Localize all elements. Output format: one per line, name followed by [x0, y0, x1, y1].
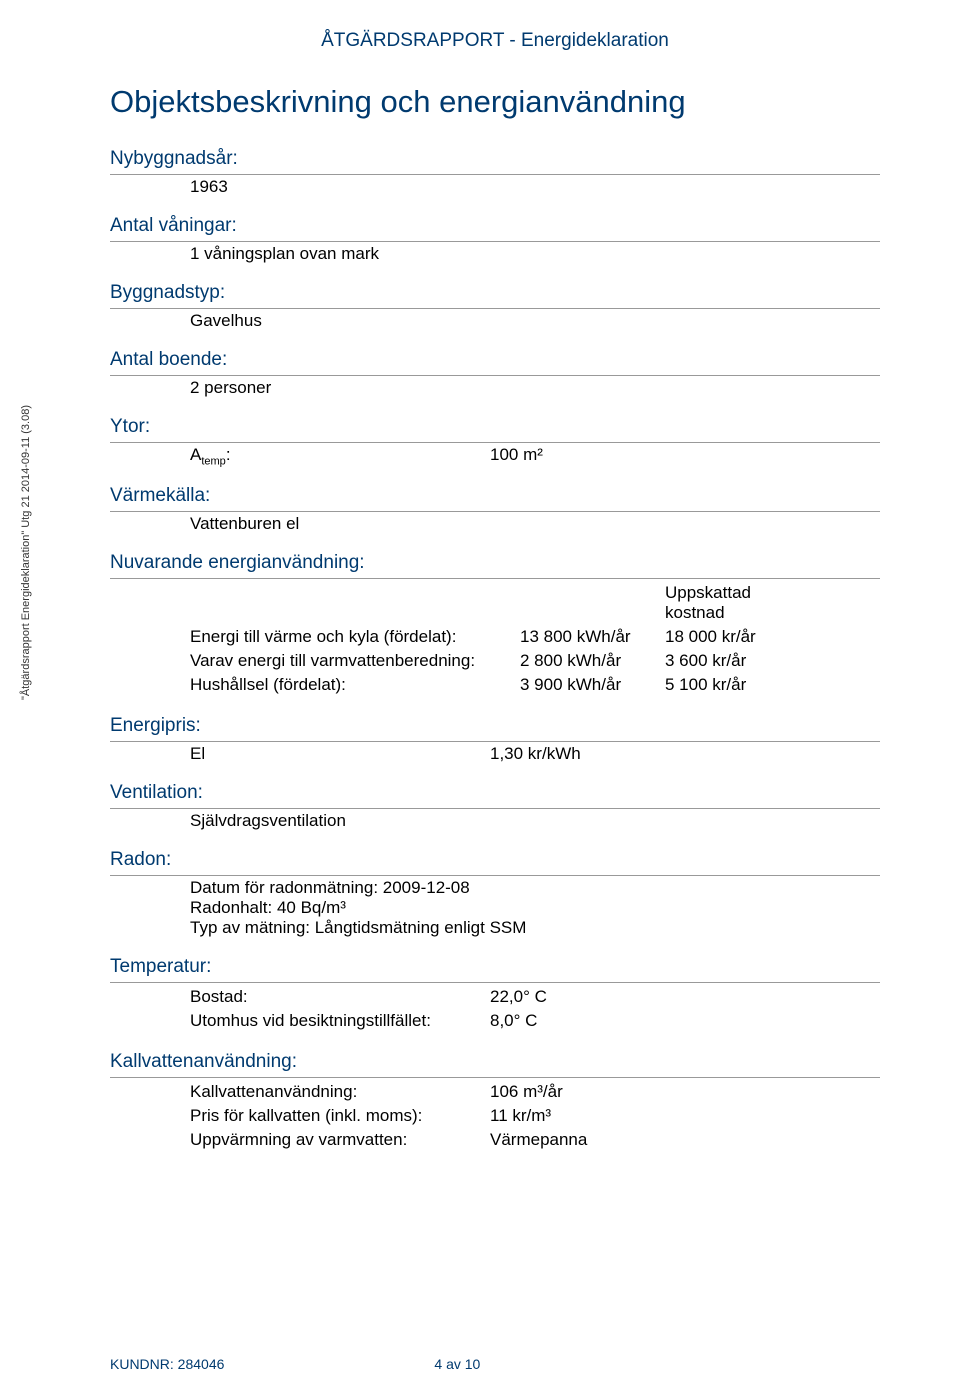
doc-header-title: ÅTGÄRDSRAPPORT - Energideklaration	[110, 30, 880, 52]
side-note: "Åtgärdsrapport Energideklaration" Utg 2…	[20, 405, 32, 700]
radon-line1: Datum för radonmätning: 2009-12-08	[110, 878, 880, 898]
value-byggnadstyp: Gavelhus	[110, 311, 880, 331]
divider	[110, 982, 880, 983]
divider	[110, 308, 880, 309]
energipris-value: 1,30 kr/kWh	[490, 744, 581, 764]
table-row: Bostad: 22,0° C	[190, 985, 640, 1009]
divider	[110, 578, 880, 579]
section-nuvarande: Nuvarande energianvändning: Uppskattad k…	[110, 552, 880, 697]
footer-page-number: 4 av 10	[434, 1356, 480, 1372]
divider	[110, 808, 880, 809]
value-nybyggnadsar: 1963	[110, 177, 880, 197]
label-antal-vaningar: Antal våningar:	[110, 215, 880, 237]
section-antal-vaningar: Antal våningar: 1 våningsplan ovan mark	[110, 215, 880, 264]
section-radon: Radon: Datum för radonmätning: 2009-12-0…	[110, 849, 880, 938]
energy-row-value: 13 800 kWh/år	[520, 625, 665, 649]
divider	[110, 511, 880, 512]
energy-row-value: 3 900 kWh/år	[520, 673, 665, 697]
energy-row-cost: 5 100 kr/år	[665, 673, 815, 697]
label-ytor: Ytor:	[110, 416, 880, 438]
temp-row-label: Utomhus vid besiktningstillfället:	[190, 1009, 490, 1033]
page-footer: KUNDNR: 284046 4 av 10	[110, 1356, 880, 1372]
energy-row-cost: 3 600 kr/år	[665, 649, 815, 673]
footer-kundnr: KUNDNR: 284046	[110, 1356, 224, 1372]
kallvatten-row-value: Värmepanna	[490, 1128, 640, 1152]
label-radon: Radon:	[110, 849, 880, 871]
label-nuvarande: Nuvarande energianvändning:	[110, 552, 880, 574]
cost-header: Uppskattad kostnad	[665, 581, 815, 625]
table-row: Kallvattenanvändning: 106 m³/år	[190, 1080, 640, 1104]
section-nybyggnadsar: Nybyggnadsår: 1963	[110, 148, 880, 197]
energipris-item: El	[190, 744, 490, 764]
kallvatten-table: Kallvattenanvändning: 106 m³/år Pris för…	[110, 1080, 880, 1152]
page-title: Objektsbeskrivning och energianvändning	[110, 84, 880, 120]
divider	[110, 241, 880, 242]
radon-line3: Typ av mätning: Långtidsmätning enligt S…	[110, 918, 880, 938]
divider	[110, 442, 880, 443]
divider	[110, 1077, 880, 1078]
label-ventilation: Ventilation:	[110, 782, 880, 804]
energy-row-cost: 18 000 kr/år	[665, 625, 815, 649]
temp-row-label: Bostad:	[190, 985, 490, 1009]
energy-usage-table: Uppskattad kostnad Energi till värme och…	[110, 581, 880, 697]
table-row: Utomhus vid besiktningstillfället: 8,0° …	[190, 1009, 640, 1033]
section-varmekalla: Värmekälla: Vattenburen el	[110, 485, 880, 534]
table-row: Uppvärmning av varmvatten: Värmepanna	[190, 1128, 640, 1152]
divider	[110, 741, 880, 742]
ytor-atemp-label: Atemp:	[190, 445, 490, 467]
temp-row-value: 22,0° C	[490, 985, 640, 1009]
value-antal-vaningar: 1 våningsplan ovan mark	[110, 244, 880, 264]
value-varmekalla: Vattenburen el	[110, 514, 880, 534]
kallvatten-row-label: Uppvärmning av varmvatten:	[190, 1128, 490, 1152]
temperatur-table: Bostad: 22,0° C Utomhus vid besiktningst…	[110, 985, 880, 1033]
table-row: Hushållsel (fördelat): 3 900 kWh/år 5 10…	[190, 673, 815, 697]
energy-row-label: Varav energi till varmvattenberedning:	[190, 649, 520, 673]
kallvatten-row-value: 106 m³/år	[490, 1080, 640, 1104]
energy-row-label: Energi till värme och kyla (fördelat):	[190, 625, 520, 649]
radon-line2: Radonhalt: 40 Bq/m³	[110, 898, 880, 918]
label-temperatur: Temperatur:	[110, 956, 880, 978]
section-ytor: Ytor: Atemp: 100 m²	[110, 416, 880, 467]
table-row: Varav energi till varmvattenberedning: 2…	[190, 649, 815, 673]
table-row: Uppskattad kostnad	[190, 581, 815, 625]
kallvatten-row-label: Kallvattenanvändning:	[190, 1080, 490, 1104]
energy-row-value: 2 800 kWh/år	[520, 649, 665, 673]
section-antal-boende: Antal boende: 2 personer	[110, 349, 880, 398]
ytor-atemp-value: 100 m²	[490, 445, 543, 467]
section-temperatur: Temperatur: Bostad: 22,0° C Utomhus vid …	[110, 956, 880, 1033]
section-energipris: Energipris: El 1,30 kr/kWh	[110, 715, 880, 764]
energy-row-label: Hushållsel (fördelat):	[190, 673, 520, 697]
divider	[110, 875, 880, 876]
divider	[110, 174, 880, 175]
page: "Åtgärdsrapport Energideklaration" Utg 2…	[0, 0, 960, 1397]
temp-row-value: 8,0° C	[490, 1009, 640, 1033]
kallvatten-row-label: Pris för kallvatten (inkl. moms):	[190, 1104, 490, 1128]
label-varmekalla: Värmekälla:	[110, 485, 880, 507]
section-byggnadstyp: Byggnadstyp: Gavelhus	[110, 282, 880, 331]
label-energipris: Energipris:	[110, 715, 880, 737]
section-ventilation: Ventilation: Självdragsventilation	[110, 782, 880, 831]
label-antal-boende: Antal boende:	[110, 349, 880, 371]
label-byggnadstyp: Byggnadstyp:	[110, 282, 880, 304]
section-kallvatten: Kallvattenanvändning: Kallvattenanvändni…	[110, 1051, 880, 1152]
table-row: Energi till värme och kyla (fördelat): 1…	[190, 625, 815, 649]
value-antal-boende: 2 personer	[110, 378, 880, 398]
label-nybyggnadsar: Nybyggnadsår:	[110, 148, 880, 170]
value-ventilation: Självdragsventilation	[110, 811, 880, 831]
table-row: Pris för kallvatten (inkl. moms): 11 kr/…	[190, 1104, 640, 1128]
divider	[110, 375, 880, 376]
label-kallvatten: Kallvattenanvändning:	[110, 1051, 880, 1073]
kallvatten-row-value: 11 kr/m³	[490, 1104, 640, 1128]
